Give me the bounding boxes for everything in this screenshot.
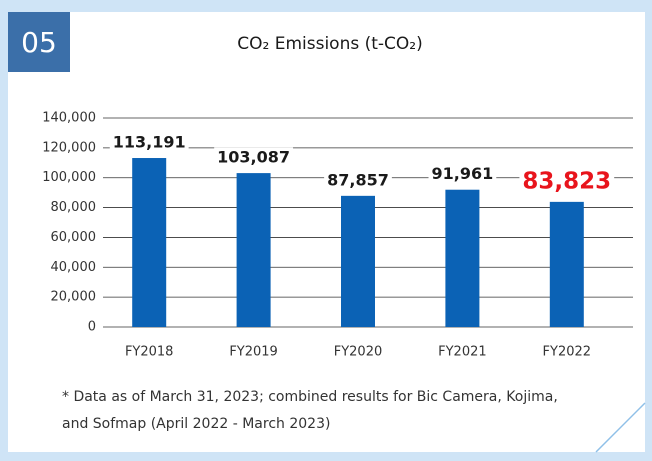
- x-tick-label: FY2019: [229, 345, 278, 360]
- value-label-background: [109, 132, 189, 152]
- bar: [132, 158, 167, 327]
- y-tick-label: 60,000: [51, 230, 97, 245]
- bar: [549, 201, 584, 327]
- value-label: 103,087: [217, 148, 290, 167]
- bar: [236, 173, 271, 327]
- x-tick-label: FY2022: [543, 345, 592, 360]
- value-label-background: [324, 170, 392, 190]
- y-tick-label: 0: [88, 320, 96, 335]
- value-label: 83,823: [522, 168, 611, 194]
- footnote: * Data as of March 31, 2023; combined re…: [62, 389, 558, 405]
- y-tick-label: 100,000: [42, 170, 96, 185]
- chart-title: CO₂ Emissions (t-CO₂): [237, 34, 423, 54]
- x-tick-label: FY2021: [438, 345, 487, 360]
- value-label-background: [519, 168, 615, 195]
- value-label: 91,961: [432, 164, 494, 183]
- x-tick-label: FY2020: [334, 345, 383, 360]
- badge-text: 05: [21, 26, 57, 59]
- bar: [341, 195, 375, 327]
- y-tick-label: 40,000: [51, 260, 97, 275]
- badge: [8, 12, 70, 72]
- y-tick-label: 80,000: [51, 200, 97, 215]
- y-tick-label: 120,000: [42, 140, 96, 155]
- bar: [445, 189, 480, 327]
- value-label: 87,857: [327, 170, 389, 189]
- y-tick-label: 140,000: [42, 111, 96, 126]
- value-label: 113,191: [113, 133, 186, 152]
- y-tick-label: 20,000: [51, 290, 97, 305]
- corner-decoration: [595, 402, 646, 453]
- value-label-background: [214, 147, 294, 167]
- x-tick-label: FY2018: [125, 345, 174, 360]
- footnote: and Sofmap (April 2022 - March 2023): [62, 416, 330, 432]
- card: [8, 12, 645, 452]
- value-label-background: [428, 164, 497, 184]
